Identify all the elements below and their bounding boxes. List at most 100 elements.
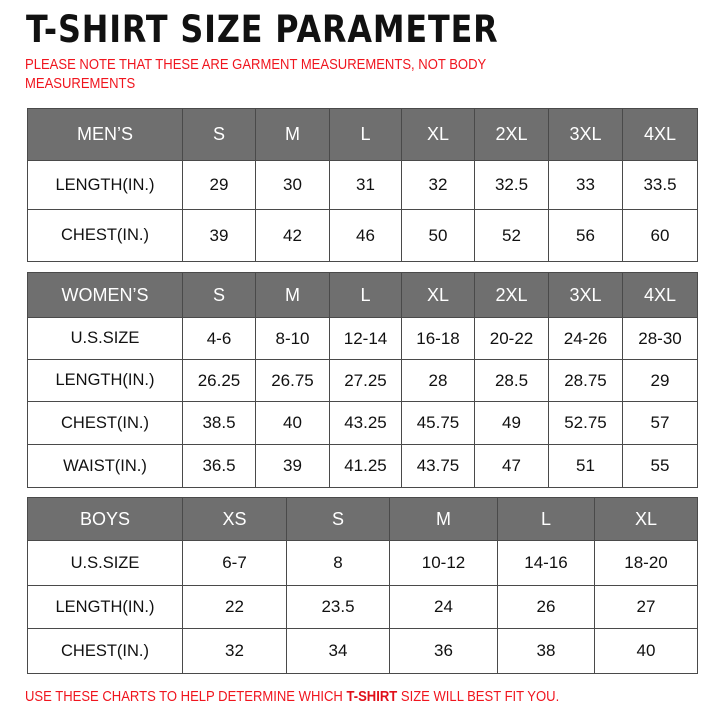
size-header: 4XL [622, 272, 698, 318]
measurement-cell: 36.5 [182, 444, 256, 488]
measurement-cell: 39 [182, 209, 256, 262]
measurement-cell: 38.5 [182, 401, 256, 445]
measurement-cell: 33 [548, 160, 623, 210]
size-header: L [497, 497, 595, 541]
measurement-cell: 51 [548, 444, 623, 488]
measurement-cell: 46 [329, 209, 402, 262]
row-label: CHEST(IN.) [27, 209, 183, 262]
measurement-cell: 39 [255, 444, 330, 488]
measurement-cell: 29 [622, 359, 698, 402]
table-row: LENGTH(IN.) 26.25 26.75 27.25 28 28.5 28.75 29 [27, 359, 698, 402]
measurement-cell: 40 [255, 401, 330, 445]
row-label: CHEST(IN.) [27, 628, 183, 674]
measurement-cell: 26 [497, 585, 595, 629]
page-title: T-SHIRT SIZE PARAMETER [26, 8, 499, 51]
footer-note: USE THESE CHARTS TO HELP DETERMINE WHICH… [25, 689, 559, 705]
women-category-header: WOMEN’S [27, 272, 183, 318]
table-row: CHEST(IN.) 38.5 40 43.25 45.75 49 52.75 57 [27, 401, 698, 445]
measurement-cell: 57 [622, 401, 698, 445]
size-header: S [182, 272, 256, 318]
row-label: CHEST(IN.) [27, 401, 183, 445]
measurement-cell: 24 [389, 585, 498, 629]
measurement-cell: 50 [401, 209, 475, 262]
measurement-cell: 8-10 [255, 317, 330, 360]
measurement-cell: 16-18 [401, 317, 475, 360]
measurement-cell: 20-22 [474, 317, 549, 360]
table-row: CHEST(IN.) 32 34 36 38 40 [27, 628, 698, 674]
measurement-cell: 23.5 [286, 585, 390, 629]
size-header: L [329, 272, 402, 318]
measurement-cell: 56 [548, 209, 623, 262]
measurement-cell: 27 [594, 585, 698, 629]
measurement-cell: 41.25 [329, 444, 402, 488]
measurement-cell: 26.25 [182, 359, 256, 402]
size-header: XS [182, 497, 287, 541]
size-header: XL [594, 497, 698, 541]
mens-size-table: MEN’S S M L XL 2XL 3XL 4XL LENGTH(IN.) 29 30 31 32 32… [27, 108, 698, 262]
row-label: LENGTH(IN.) [27, 359, 183, 402]
footer-highlight: T-SHIRT [346, 689, 398, 705]
row-label: U.S.SIZE [27, 317, 183, 360]
measurement-cell: 34 [286, 628, 390, 674]
boys-size-table: BOYS XS S M L XL U.S.SIZE 6-7 8 10-12 14-16 18-20 LE… [27, 497, 698, 674]
measurement-cell: 33.5 [622, 160, 698, 210]
men-header-row: MEN’S S M L XL 2XL 3XL 4XL [27, 108, 698, 161]
measurement-cell: 28.5 [474, 359, 549, 402]
measurement-cell: 30 [255, 160, 330, 210]
size-header: L [329, 108, 402, 161]
row-label: LENGTH(IN.) [27, 585, 183, 629]
table-row: WAIST(IN.) 36.5 39 41.25 43.75 47 51 55 [27, 444, 698, 488]
size-header: 4XL [622, 108, 698, 161]
measurement-cell: 14-16 [497, 540, 595, 586]
measurement-cell: 43.25 [329, 401, 402, 445]
table-row: U.S.SIZE 4-6 8-10 12-14 16-18 20-22 24-26 28-30 [27, 317, 698, 360]
men-category-header: MEN’S [27, 108, 183, 161]
size-header: S [182, 108, 256, 161]
table-row: CHEST(IN.) 39 42 46 50 52 56 60 [27, 209, 698, 262]
table-row: LENGTH(IN.) 22 23.5 24 26 27 [27, 585, 698, 629]
measurement-cell: 60 [622, 209, 698, 262]
measurement-cell: 24-26 [548, 317, 623, 360]
measurement-cell: 43.75 [401, 444, 475, 488]
measurement-cell: 32.5 [474, 160, 549, 210]
measurement-cell: 36 [389, 628, 498, 674]
measurement-cell: 49 [474, 401, 549, 445]
footer-text-before: USE THESE CHARTS TO HELP DETERMINE WHICH [25, 689, 347, 705]
measurement-cell: 55 [622, 444, 698, 488]
measurement-cell: 47 [474, 444, 549, 488]
row-label: LENGTH(IN.) [27, 160, 183, 210]
row-label: WAIST(IN.) [27, 444, 183, 488]
measurement-cell: 27.25 [329, 359, 402, 402]
measurement-cell: 42 [255, 209, 330, 262]
measurement-cell: 52.75 [548, 401, 623, 445]
size-header: M [255, 272, 330, 318]
size-header: 3XL [548, 272, 623, 318]
boys-header-row: BOYS XS S M L XL [27, 497, 698, 541]
measurement-cell: 26.75 [255, 359, 330, 402]
womens-size-table: WOMEN’S S M L XL 2XL 3XL 4XL U.S.SIZE 4-6 8-10 12-1… [27, 272, 698, 488]
measurement-cell: 8 [286, 540, 390, 586]
size-header: XL [401, 272, 475, 318]
size-header: M [255, 108, 330, 161]
women-header-row: WOMEN’S S M L XL 2XL 3XL 4XL [27, 272, 698, 318]
table-row: LENGTH(IN.) 29 30 31 32 32.5 33 33.5 [27, 160, 698, 210]
measurement-cell: 28-30 [622, 317, 698, 360]
size-header: 2XL [474, 272, 549, 318]
measurement-cell: 40 [594, 628, 698, 674]
row-label: U.S.SIZE [27, 540, 183, 586]
garment-measurement-note: PLEASE NOTE THAT THESE ARE GARMENT MEASU… [25, 57, 486, 92]
size-header: S [286, 497, 390, 541]
measurement-cell: 4-6 [182, 317, 256, 360]
size-header: M [389, 497, 498, 541]
measurement-cell: 22 [182, 585, 287, 629]
size-header: 3XL [548, 108, 623, 161]
measurement-cell: 45.75 [401, 401, 475, 445]
measurement-cell: 18-20 [594, 540, 698, 586]
footer-text-after: SIZE WILL BEST FIT YOU. [397, 689, 560, 705]
measurement-cell: 29 [182, 160, 256, 210]
measurement-cell: 6-7 [182, 540, 287, 586]
measurement-cell: 10-12 [389, 540, 498, 586]
measurement-cell: 38 [497, 628, 595, 674]
table-row: U.S.SIZE 6-7 8 10-12 14-16 18-20 [27, 540, 698, 586]
measurement-cell: 32 [182, 628, 287, 674]
